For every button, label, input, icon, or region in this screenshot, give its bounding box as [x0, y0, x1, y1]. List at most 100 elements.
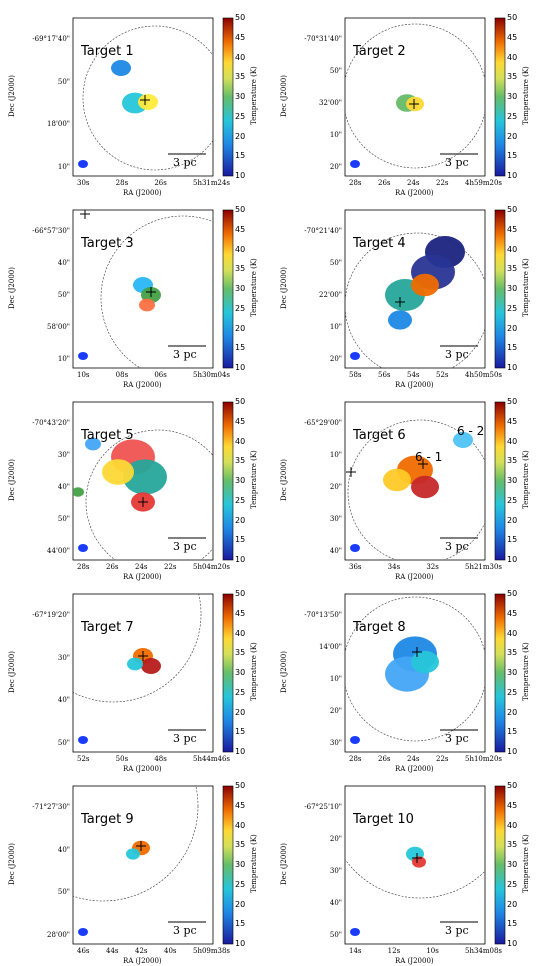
temperature-blob — [411, 650, 439, 674]
colorbar-tick-label: 45 — [507, 224, 518, 234]
colorbar-tick-label: 30 — [235, 476, 246, 485]
dec-tick-label: 20" — [329, 163, 342, 171]
ra-tick-label: 56s — [378, 371, 391, 379]
ra-tick-label: 10s — [426, 947, 439, 955]
dec-axis-label: Dec (J2000) — [8, 459, 16, 501]
beam-ellipse — [78, 160, 88, 168]
colorbar-tick-label: 30 — [507, 860, 518, 869]
field-circle — [73, 594, 202, 703]
colorbar-tick-label: 10 — [235, 363, 246, 372]
ra-axis-label: RA (J2000) — [395, 957, 434, 965]
colorbar-tick-label: 15 — [507, 343, 518, 353]
colorbar-tick-label: 25 — [235, 111, 246, 121]
target-title: Target 7 — [81, 620, 134, 635]
ra-tick-label: 28s — [77, 563, 90, 571]
colorbar-tick-label: 50 — [235, 13, 246, 22]
colorbar-tick-label: 35 — [235, 72, 246, 82]
ra-tick-label: 44s — [106, 947, 119, 955]
colorbar-tick-label: 25 — [235, 495, 246, 505]
colorbar-tick-label: 40 — [507, 820, 518, 830]
field-circle — [345, 858, 485, 899]
temperature-blob — [73, 487, 84, 497]
target-panel-5: 10 15 20 25 30 35 40 45 50 Temperature (K) Target … — [0, 392, 272, 582]
colorbar-tick-label: 15 — [507, 727, 518, 737]
target-title: Target 6 — [353, 428, 406, 443]
colorbar-tick-label: 40 — [235, 244, 246, 254]
ra-tick-label: 26s — [378, 179, 391, 187]
ra-axis-label: RA (J2000) — [123, 765, 162, 773]
colorbar-tick-label: 25 — [507, 687, 518, 697]
ra-axis-label: RA (J2000) — [123, 573, 162, 581]
ra-tick-label: 46s — [77, 947, 90, 955]
scale-bar-label: 3 pc — [173, 924, 197, 937]
beam-ellipse — [350, 736, 360, 744]
ra-tick-label: 26s — [154, 179, 167, 187]
colorbar-tick-label: 10 — [235, 747, 246, 756]
colorbar-tick-label: 50 — [235, 589, 246, 598]
colorbar-label: Temperature (K) — [522, 258, 530, 317]
dec-tick-label: 50" — [57, 515, 70, 523]
dec-tick-label: -70°31'40" — [304, 35, 342, 43]
dec-axis-label: Dec (J2000) — [8, 267, 16, 309]
dec-tick-label: 50" — [57, 739, 70, 747]
beam-ellipse — [78, 736, 88, 744]
dec-tick-label: 32'00" — [319, 99, 342, 107]
beam-ellipse — [78, 544, 88, 552]
dec-tick-label: -66°57'30" — [32, 227, 70, 235]
colorbar-tick-label: 20 — [507, 899, 518, 909]
colorbar-tick-label: 30 — [507, 92, 518, 101]
temperature-blob — [383, 468, 411, 492]
dec-tick-label: 30" — [57, 451, 70, 459]
colorbar-tick-label: 50 — [507, 589, 518, 598]
scale-bar-label: 3 pc — [445, 348, 469, 361]
target-title: Target 1 — [81, 44, 134, 59]
ra-tick-label: 34s — [387, 563, 401, 571]
target-panel-6: 10 15 20 25 30 35 40 45 50 Temperature (K) Target … — [272, 392, 544, 582]
colorbar — [494, 401, 506, 561]
panel-image — [344, 401, 506, 561]
target-panel-10: 10 15 20 25 30 35 40 45 50 Temperature (K) Target … — [272, 776, 544, 966]
ra-tick-label: 22s — [436, 179, 449, 187]
colorbar-tick-label: 30 — [235, 284, 246, 293]
colorbar-tick-label: 40 — [507, 52, 518, 62]
colorbar-label: Temperature (K) — [522, 834, 530, 893]
dec-tick-label: 30" — [329, 867, 342, 875]
dec-tick-label: 10" — [57, 163, 70, 171]
colorbar-tick-label: 45 — [507, 32, 518, 42]
dec-tick-label: 50" — [57, 291, 70, 299]
colorbar-tick-label: 25 — [507, 303, 518, 313]
dec-tick-label: 50" — [329, 259, 342, 267]
colorbar-tick-label: 20 — [235, 323, 246, 333]
dec-tick-label: 44'00" — [47, 547, 70, 555]
dec-axis-label: Dec (J2000) — [8, 843, 16, 885]
dec-tick-label: 30" — [329, 515, 342, 523]
beam-ellipse — [350, 160, 360, 168]
colorbar-tick-label: 35 — [507, 840, 518, 850]
dec-tick-label: 30" — [57, 653, 70, 662]
colorbar-tick-label: 10 — [235, 171, 246, 180]
colorbar-tick-label: 50 — [507, 397, 518, 406]
colorbar-tick-label: 35 — [235, 840, 246, 850]
colorbar-tick-label: 25 — [507, 495, 518, 505]
colorbar-tick-label: 35 — [507, 72, 518, 82]
dec-tick-label: 20" — [329, 707, 342, 715]
dec-tick-label: 40" — [57, 845, 70, 854]
ra-tick-label: 5h30m04s — [193, 371, 231, 379]
ra-tick-label: 4h59m20s — [465, 179, 503, 187]
colorbar-tick-label: 45 — [507, 416, 518, 426]
temperature-blob — [85, 437, 101, 451]
ra-tick-label: 30s — [77, 179, 90, 187]
temperature-blob — [138, 94, 158, 110]
colorbar — [494, 785, 506, 945]
panel-image — [344, 17, 506, 177]
colorbar-tick-label: 50 — [507, 205, 518, 214]
ra-tick-label: 06s — [154, 371, 167, 379]
colorbar-label: Temperature (K) — [522, 642, 530, 701]
target-panel-7: 10 15 20 25 30 35 40 45 50 Temperature (K) Target … — [0, 584, 272, 774]
ra-tick-label: 26s — [378, 755, 391, 763]
dec-tick-label: 40" — [329, 899, 342, 907]
temperature-blob — [388, 310, 412, 330]
colorbar-tick-label: 15 — [507, 535, 518, 545]
colorbar-tick-label: 10 — [507, 555, 518, 564]
colorbar-tick-label: 20 — [507, 707, 518, 717]
